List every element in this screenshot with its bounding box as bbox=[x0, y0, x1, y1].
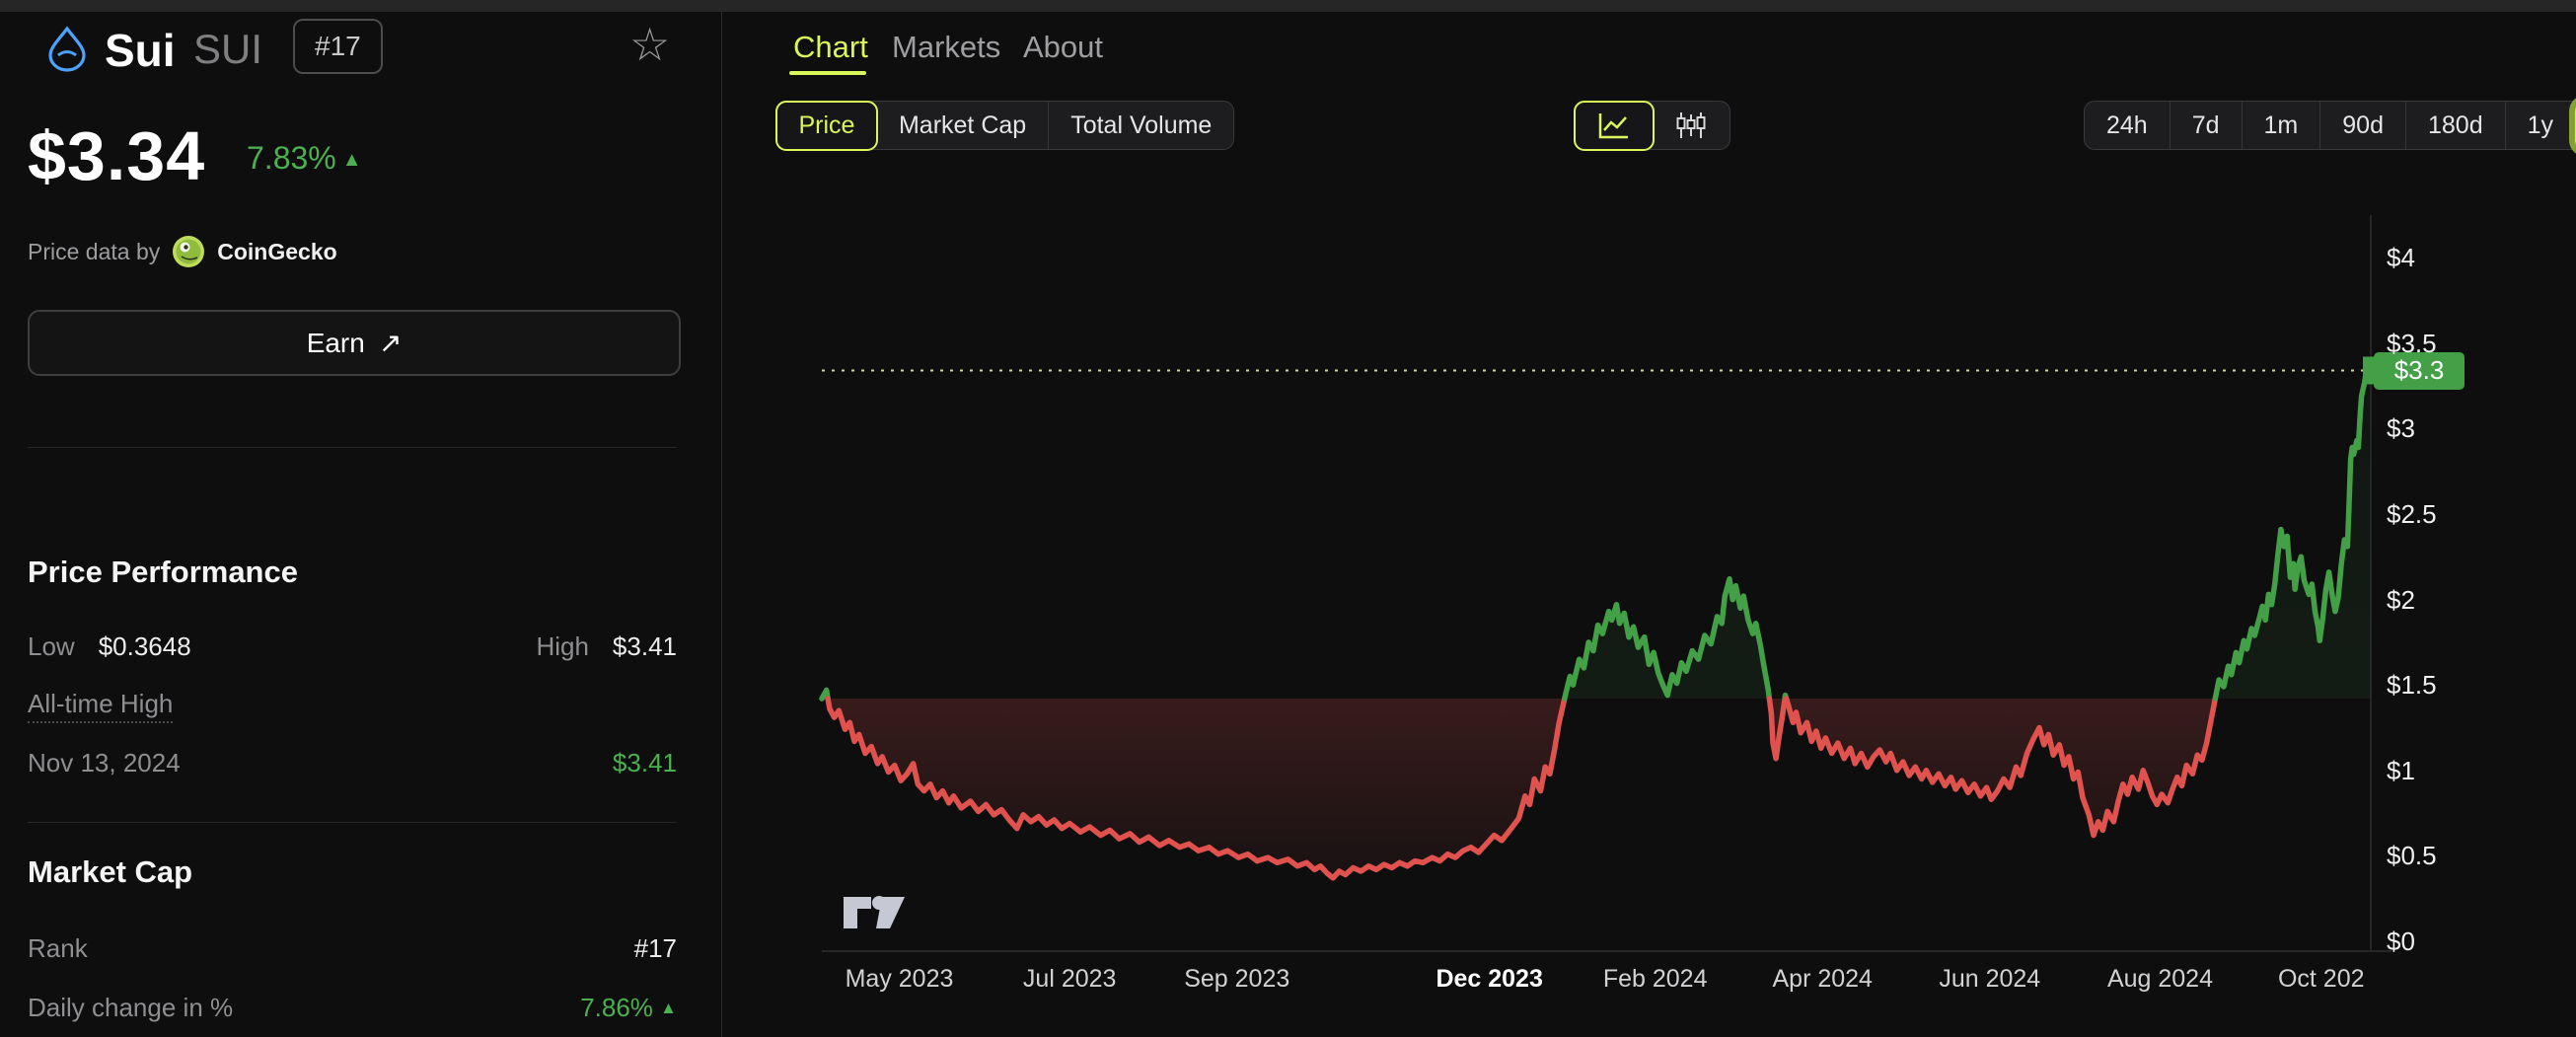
high-value: $3.41 bbox=[612, 631, 677, 661]
price-chart-canvas[interactable] bbox=[822, 178, 2371, 951]
coingecko-icon bbox=[173, 236, 205, 267]
ath-label: All-time High bbox=[28, 689, 174, 723]
divider bbox=[28, 822, 677, 823]
metric-market-cap[interactable]: Market Cap bbox=[877, 102, 1050, 149]
x-tick-oct-202: Oct 202 bbox=[2277, 965, 2365, 993]
metric-toggle-group: Price Market Cap Total Volume bbox=[774, 100, 1235, 151]
panel-divider bbox=[721, 12, 722, 1037]
rank-row: Rank #17 bbox=[28, 933, 677, 964]
current-price-axis-tag: $3.3 bbox=[2374, 351, 2465, 390]
top-edge-strip bbox=[0, 0, 2576, 12]
up-arrow-icon: ▲ bbox=[660, 999, 677, 1017]
range-7d[interactable]: 7d bbox=[2171, 102, 2243, 149]
ath-value: $3.41 bbox=[612, 748, 677, 778]
market-cap-heading: Market Cap bbox=[28, 854, 193, 889]
candlestick-icon[interactable] bbox=[1653, 102, 1730, 149]
coin-name: Sui bbox=[105, 25, 176, 76]
coin-symbol: SUI bbox=[193, 26, 263, 72]
ath-date: Nov 13, 2024 bbox=[28, 748, 181, 778]
tab-markets[interactable]: Markets bbox=[892, 30, 1001, 64]
y-tick-3: $3 bbox=[2387, 413, 2415, 444]
x-tick-jul-2023: Jul 2023 bbox=[1022, 965, 1117, 993]
earn-label: Earn bbox=[306, 327, 365, 358]
up-arrow-icon: ▲ bbox=[341, 149, 362, 171]
ath-row: All-time High bbox=[28, 689, 174, 723]
daily-change-row: Daily change in % 7.86% ▲ bbox=[28, 993, 677, 1023]
price-change-percent: 7.83% ▲ bbox=[247, 140, 362, 177]
low-high-row: Low $0.3648 High $3.41 bbox=[28, 631, 677, 662]
ath-value-row: Nov 13, 2024 $3.41 bbox=[28, 748, 677, 778]
attribution-prefix: Price data by bbox=[28, 238, 161, 264]
metric-total-volume[interactable]: Total Volume bbox=[1070, 111, 1213, 139]
x-tick-jun-2024: Jun 2024 bbox=[1939, 965, 2041, 993]
y-tick-0.5: $0.5 bbox=[2387, 841, 2437, 871]
high-label: High bbox=[536, 631, 589, 661]
x-tick-may-2023: May 2023 bbox=[845, 965, 954, 993]
sui-logo-icon bbox=[48, 26, 86, 72]
metric-price[interactable]: Price bbox=[774, 100, 879, 151]
y-tick-1.5: $1.5 bbox=[2387, 670, 2437, 701]
low-label: Low bbox=[28, 631, 75, 661]
external-link-arrow-icon: ↗ bbox=[378, 328, 403, 358]
price-performance-heading: Price Performance bbox=[28, 555, 298, 589]
y-tick-3.5: $3.5 bbox=[2387, 328, 2437, 358]
current-price: $3.34 bbox=[28, 117, 206, 194]
low-value: $0.3648 bbox=[98, 631, 191, 661]
x-tick-feb-2024: Feb 2024 bbox=[1602, 965, 1708, 993]
range-1m[interactable]: 1m bbox=[2243, 102, 2321, 149]
attribution-provider[interactable]: CoinGecko bbox=[217, 238, 337, 264]
rank-label: Rank bbox=[28, 933, 88, 963]
daily-change-label: Daily change in % bbox=[28, 993, 234, 1022]
range-90d[interactable]: 90d bbox=[2320, 102, 2406, 149]
favorite-star-icon[interactable]: ☆ bbox=[629, 19, 671, 70]
chart-style-toggle-group bbox=[1573, 100, 1730, 151]
x-tick-aug-2024: Aug 2024 bbox=[2106, 965, 2213, 993]
line-chart-icon[interactable] bbox=[1573, 100, 1655, 151]
range-180d[interactable]: 180d bbox=[2406, 102, 2506, 149]
divider bbox=[28, 447, 677, 448]
range-24h[interactable]: 24h bbox=[2085, 102, 2171, 149]
rank-value: #17 bbox=[633, 933, 677, 963]
range-selector-group: 24h7d1m90d180d1yall bbox=[2084, 100, 2576, 151]
tab-chart[interactable]: Chart bbox=[793, 30, 868, 64]
range-1y[interactable]: 1y bbox=[2506, 102, 2576, 149]
y-tick-0: $0 bbox=[2387, 926, 2415, 956]
active-tab-underline bbox=[789, 71, 866, 75]
tradingview-logo-icon[interactable] bbox=[842, 891, 907, 934]
daily-change-number: 7.86% bbox=[580, 993, 653, 1022]
earn-button[interactable]: Earn ↗ bbox=[28, 310, 681, 376]
daily-change-value: 7.86% ▲ bbox=[580, 993, 677, 1023]
rank-badge: #17 bbox=[293, 19, 383, 74]
price-change-value: 7.83% bbox=[247, 140, 336, 176]
y-tick-4: $4 bbox=[2387, 243, 2415, 273]
data-attribution: Price data by CoinGecko bbox=[28, 235, 337, 268]
y-tick-1: $1 bbox=[2387, 755, 2415, 785]
y-tick-2: $2 bbox=[2387, 584, 2415, 615]
x-tick-sep-2023: Sep 2023 bbox=[1184, 965, 1290, 993]
tab-about[interactable]: About bbox=[1023, 30, 1104, 64]
y-tick-2.5: $2.5 bbox=[2387, 499, 2437, 529]
x-tick-apr-2024: Apr 2024 bbox=[1772, 965, 1873, 993]
x-tick-dec-2023: Dec 2023 bbox=[1435, 965, 1543, 993]
